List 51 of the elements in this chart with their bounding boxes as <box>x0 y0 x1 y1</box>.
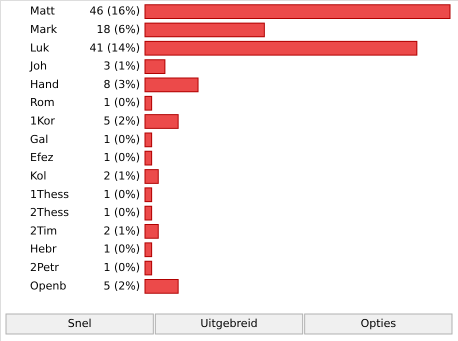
y-tick-label: Efez <box>30 151 54 164</box>
bar <box>144 224 159 239</box>
y-tick-label: Mark <box>30 22 58 36</box>
bar <box>144 187 152 202</box>
data-label: 1 (0%) <box>103 261 140 274</box>
text: Snel <box>68 317 92 330</box>
y-tick-label: 2Thess <box>30 206 70 220</box>
y-tick-label: Hand <box>30 78 59 91</box>
y-tick-label: 1Thess <box>30 188 70 201</box>
y-tick-label: Matt <box>30 4 56 18</box>
bar <box>144 279 179 294</box>
y-tick-label: Joh <box>29 60 47 73</box>
bar <box>144 22 265 38</box>
data-label: 5 (2%) <box>103 279 140 292</box>
y-tick-label: Rom <box>30 96 55 110</box>
y-tick-label: 1Kor <box>30 114 56 128</box>
bar <box>144 59 166 74</box>
bar <box>144 150 152 166</box>
data-label: 46 (16%) <box>89 4 140 18</box>
data-label: 1 (0%) <box>103 206 140 220</box>
y-tick-label: 2Petr <box>30 261 60 274</box>
bar <box>144 132 152 148</box>
bar <box>144 169 159 184</box>
text: Opties <box>360 317 396 330</box>
data-label: 5 (2%) <box>103 114 140 128</box>
data-label: 8 (3%) <box>103 78 140 91</box>
bar <box>144 40 418 56</box>
bar <box>144 96 152 111</box>
y-tick-label: 2Tim <box>30 224 58 238</box>
bar <box>144 4 450 19</box>
data-label: 2 (1%) <box>103 169 140 182</box>
y-tick-label: Gal <box>30 132 48 146</box>
data-label: 1 (0%) <box>103 96 140 110</box>
data-label: 1 (0%) <box>103 188 140 201</box>
bar <box>144 206 152 220</box>
data-label: 1 (0%) <box>103 242 140 256</box>
y-tick-label: Luk <box>30 41 50 54</box>
y-tick-label: Kol <box>30 169 46 182</box>
y-tick-label: Openb <box>30 279 66 292</box>
data-label: 1 (0%) <box>103 132 140 146</box>
y-tick-label: Hebr <box>30 242 58 256</box>
bar <box>144 78 199 92</box>
bar <box>144 114 179 129</box>
data-label: 1 (0%) <box>103 151 140 164</box>
text: Uitgebreid <box>200 317 258 330</box>
data-label: 18 (6%) <box>96 22 140 36</box>
bar <box>144 242 152 258</box>
bar <box>144 260 152 276</box>
data-label: 3 (1%) <box>103 60 140 73</box>
data-label: 41 (14%) <box>89 41 140 54</box>
data-label: 2 (1%) <box>103 224 140 238</box>
